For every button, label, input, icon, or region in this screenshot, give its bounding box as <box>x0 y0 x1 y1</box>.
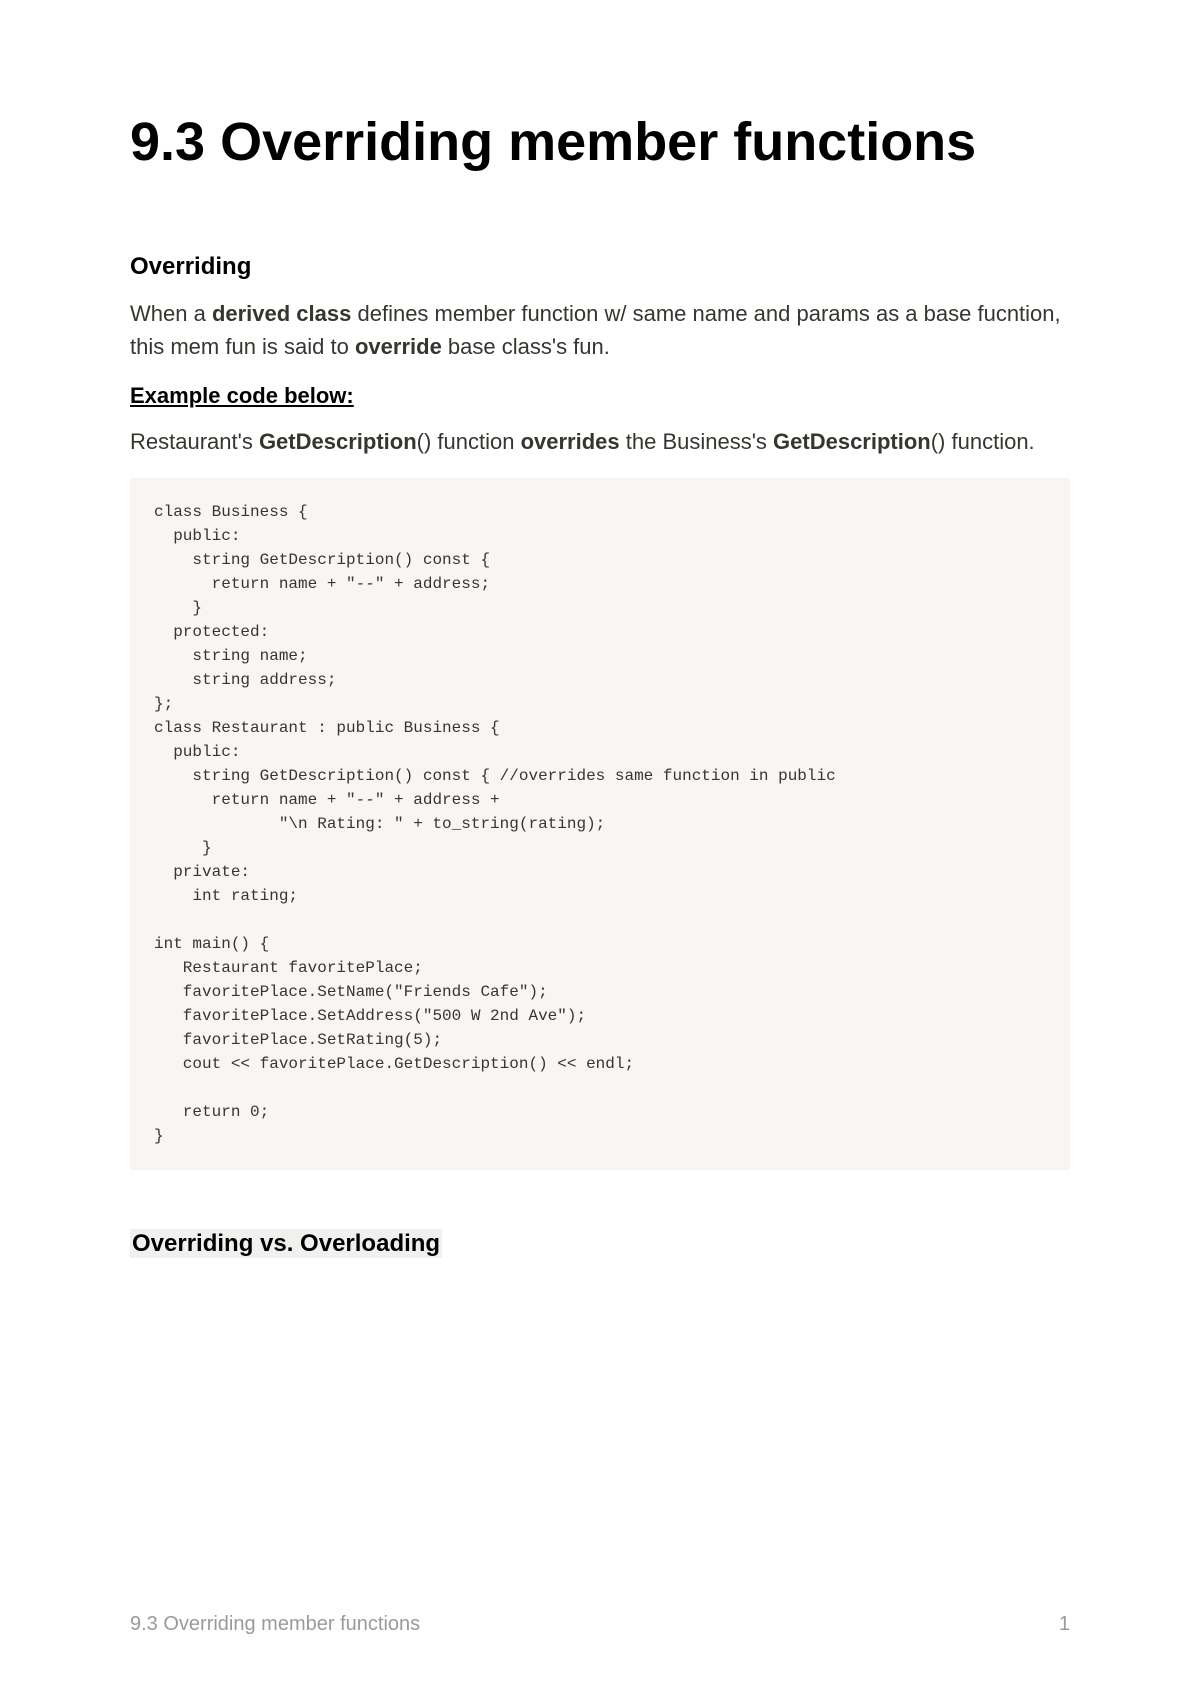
text-span: () function <box>417 429 521 454</box>
bold-text: GetDescription <box>259 429 417 454</box>
text-span: the Business's <box>620 429 773 454</box>
footer-title: 9.3 Overriding member functions <box>130 1613 420 1636</box>
bold-text: GetDescription <box>773 429 931 454</box>
page-title: 9.3 Overriding member functions <box>130 110 1070 175</box>
footer-page-number: 1 <box>1059 1613 1070 1636</box>
section-heading-overriding-vs-overloading: Overriding vs. Overloading <box>130 1229 442 1258</box>
bold-text: overrides <box>521 429 620 454</box>
bold-text: override <box>355 334 442 359</box>
code-block: class Business { public: string GetDescr… <box>130 478 1070 1170</box>
page-footer: 9.3 Overriding member functions 1 <box>130 1613 1070 1636</box>
text-span: () function. <box>931 429 1035 454</box>
paragraph-overriding-definition: When a derived class defines member func… <box>130 297 1070 363</box>
text-span: When a <box>130 301 212 326</box>
text-span: base class's fun. <box>442 334 610 359</box>
section-heading-overriding: Overriding <box>130 253 1070 281</box>
code-content: class Business { public: string GetDescr… <box>154 500 1046 1148</box>
page-content: 9.3 Overriding member functions Overridi… <box>0 0 1200 1258</box>
paragraph-example-description: Restaurant's GetDescription() function o… <box>130 425 1070 458</box>
subsection-heading-example: Example code below: <box>130 383 1070 409</box>
text-span: Restaurant's <box>130 429 259 454</box>
bold-text: derived class <box>212 301 351 326</box>
